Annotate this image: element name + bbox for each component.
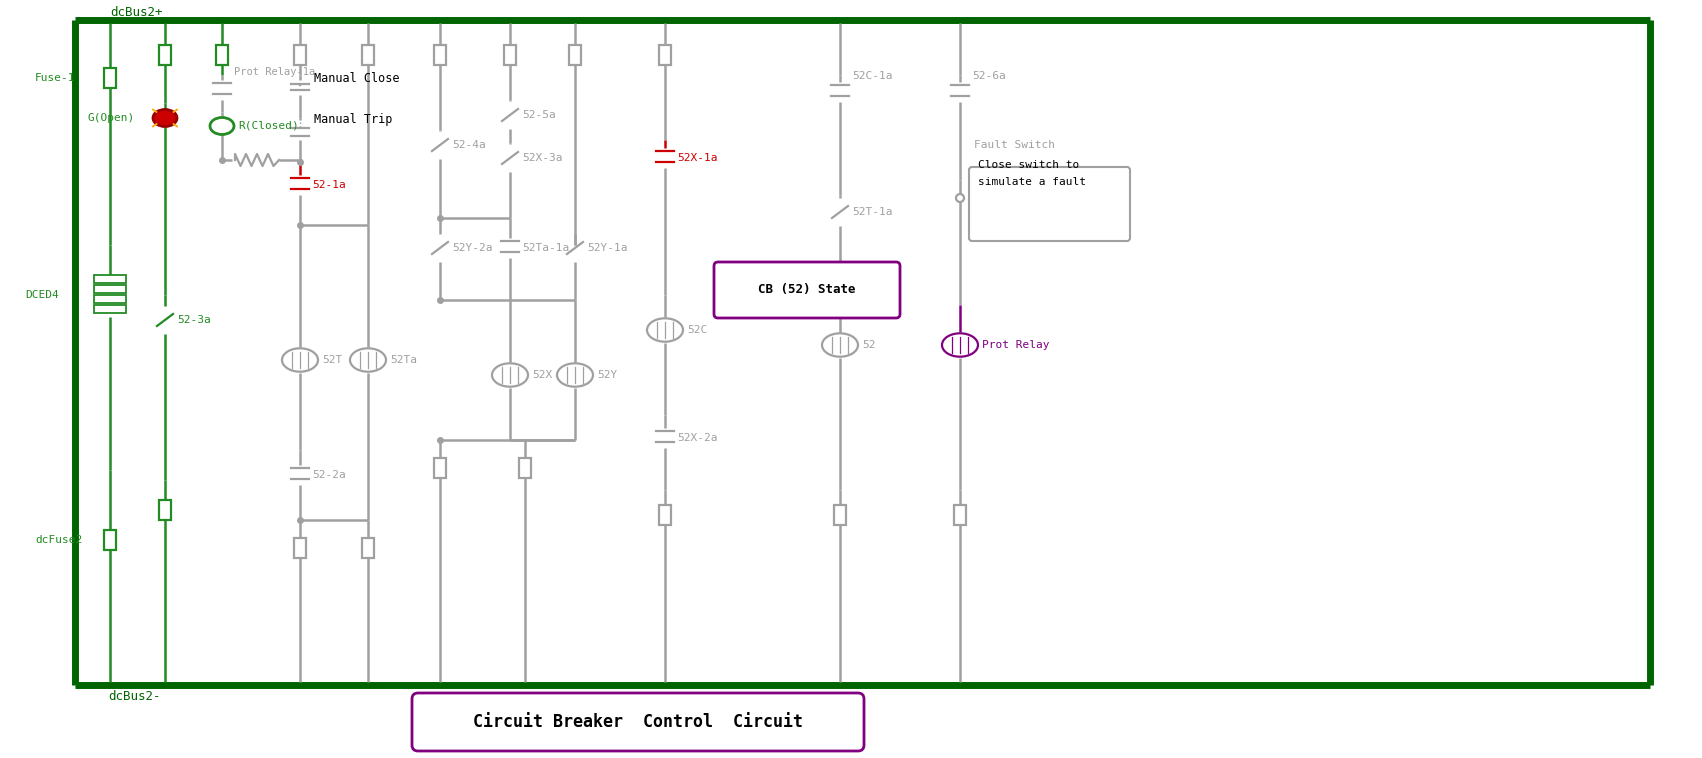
Text: dcFuse2: dcFuse2 xyxy=(36,535,82,545)
Bar xyxy=(94,275,126,283)
Text: Fuse-1: Fuse-1 xyxy=(36,73,75,83)
Bar xyxy=(104,68,116,88)
Text: Manual Trip: Manual Trip xyxy=(313,114,393,127)
Text: simulate a fault: simulate a fault xyxy=(979,177,1086,187)
Ellipse shape xyxy=(957,194,963,202)
Text: 52-3a: 52-3a xyxy=(177,315,211,325)
Text: 52X: 52X xyxy=(533,370,551,380)
Text: 52-5a: 52-5a xyxy=(523,110,557,120)
Text: 52C: 52C xyxy=(688,325,708,335)
Bar xyxy=(216,45,228,65)
Text: 52-1a: 52-1a xyxy=(311,180,346,190)
Bar xyxy=(434,458,446,478)
Bar xyxy=(955,505,967,525)
Ellipse shape xyxy=(647,318,683,342)
Text: 52X-2a: 52X-2a xyxy=(677,433,718,443)
Text: DCED4: DCED4 xyxy=(26,290,60,300)
Bar xyxy=(834,505,846,525)
Bar xyxy=(504,45,516,65)
Text: 52-2a: 52-2a xyxy=(311,470,346,480)
Ellipse shape xyxy=(283,348,318,371)
Bar xyxy=(434,45,446,65)
Text: 52X-1a: 52X-1a xyxy=(677,153,718,163)
Bar xyxy=(94,295,126,303)
Text: 52X-3a: 52X-3a xyxy=(523,153,562,163)
Text: Fault Switch: Fault Switch xyxy=(974,140,1055,150)
Text: 52C-1a: 52C-1a xyxy=(853,71,892,81)
Text: Prot Relay-1a: Prot Relay-1a xyxy=(233,67,315,77)
Text: G(Open): G(Open) xyxy=(89,113,134,123)
Bar xyxy=(659,505,671,525)
Bar xyxy=(363,538,374,558)
Text: Manual Close: Manual Close xyxy=(313,71,400,84)
Text: 52T-1a: 52T-1a xyxy=(853,207,892,217)
FancyBboxPatch shape xyxy=(715,262,900,318)
Text: 52Ta: 52Ta xyxy=(390,355,417,365)
Ellipse shape xyxy=(351,348,386,371)
Bar xyxy=(158,500,170,520)
Bar xyxy=(294,45,306,65)
Text: 52T: 52T xyxy=(322,355,342,365)
Ellipse shape xyxy=(557,363,592,387)
Text: CB (52) State: CB (52) State xyxy=(759,283,856,296)
FancyBboxPatch shape xyxy=(968,167,1130,241)
Text: 52-6a: 52-6a xyxy=(972,71,1006,81)
Text: Close switch to: Close switch to xyxy=(979,160,1079,170)
Ellipse shape xyxy=(153,109,177,127)
Text: 52: 52 xyxy=(861,340,875,350)
Bar xyxy=(363,45,374,65)
Ellipse shape xyxy=(941,334,979,357)
Text: dcBus2+: dcBus2+ xyxy=(111,5,162,18)
Bar xyxy=(158,45,170,65)
Text: 52Y-1a: 52Y-1a xyxy=(587,243,628,253)
Bar xyxy=(104,530,116,550)
Text: Circuit Breaker  Control  Circuit: Circuit Breaker Control Circuit xyxy=(473,713,803,731)
Bar xyxy=(294,538,306,558)
FancyBboxPatch shape xyxy=(412,693,865,751)
Text: R(Closed): R(Closed) xyxy=(238,121,300,131)
Text: dcBus2-: dcBus2- xyxy=(107,691,160,703)
Ellipse shape xyxy=(822,334,858,357)
Text: 52Y-2a: 52Y-2a xyxy=(453,243,492,253)
Text: Prot Relay: Prot Relay xyxy=(982,340,1050,350)
Text: 52-4a: 52-4a xyxy=(453,140,485,150)
Ellipse shape xyxy=(209,117,233,134)
Text: 52Ta-1a: 52Ta-1a xyxy=(523,243,568,253)
Bar xyxy=(519,458,531,478)
Bar xyxy=(94,305,126,313)
Bar xyxy=(568,45,580,65)
Bar xyxy=(659,45,671,65)
Text: 52Y: 52Y xyxy=(597,370,618,380)
Ellipse shape xyxy=(492,363,528,387)
Bar xyxy=(94,285,126,293)
